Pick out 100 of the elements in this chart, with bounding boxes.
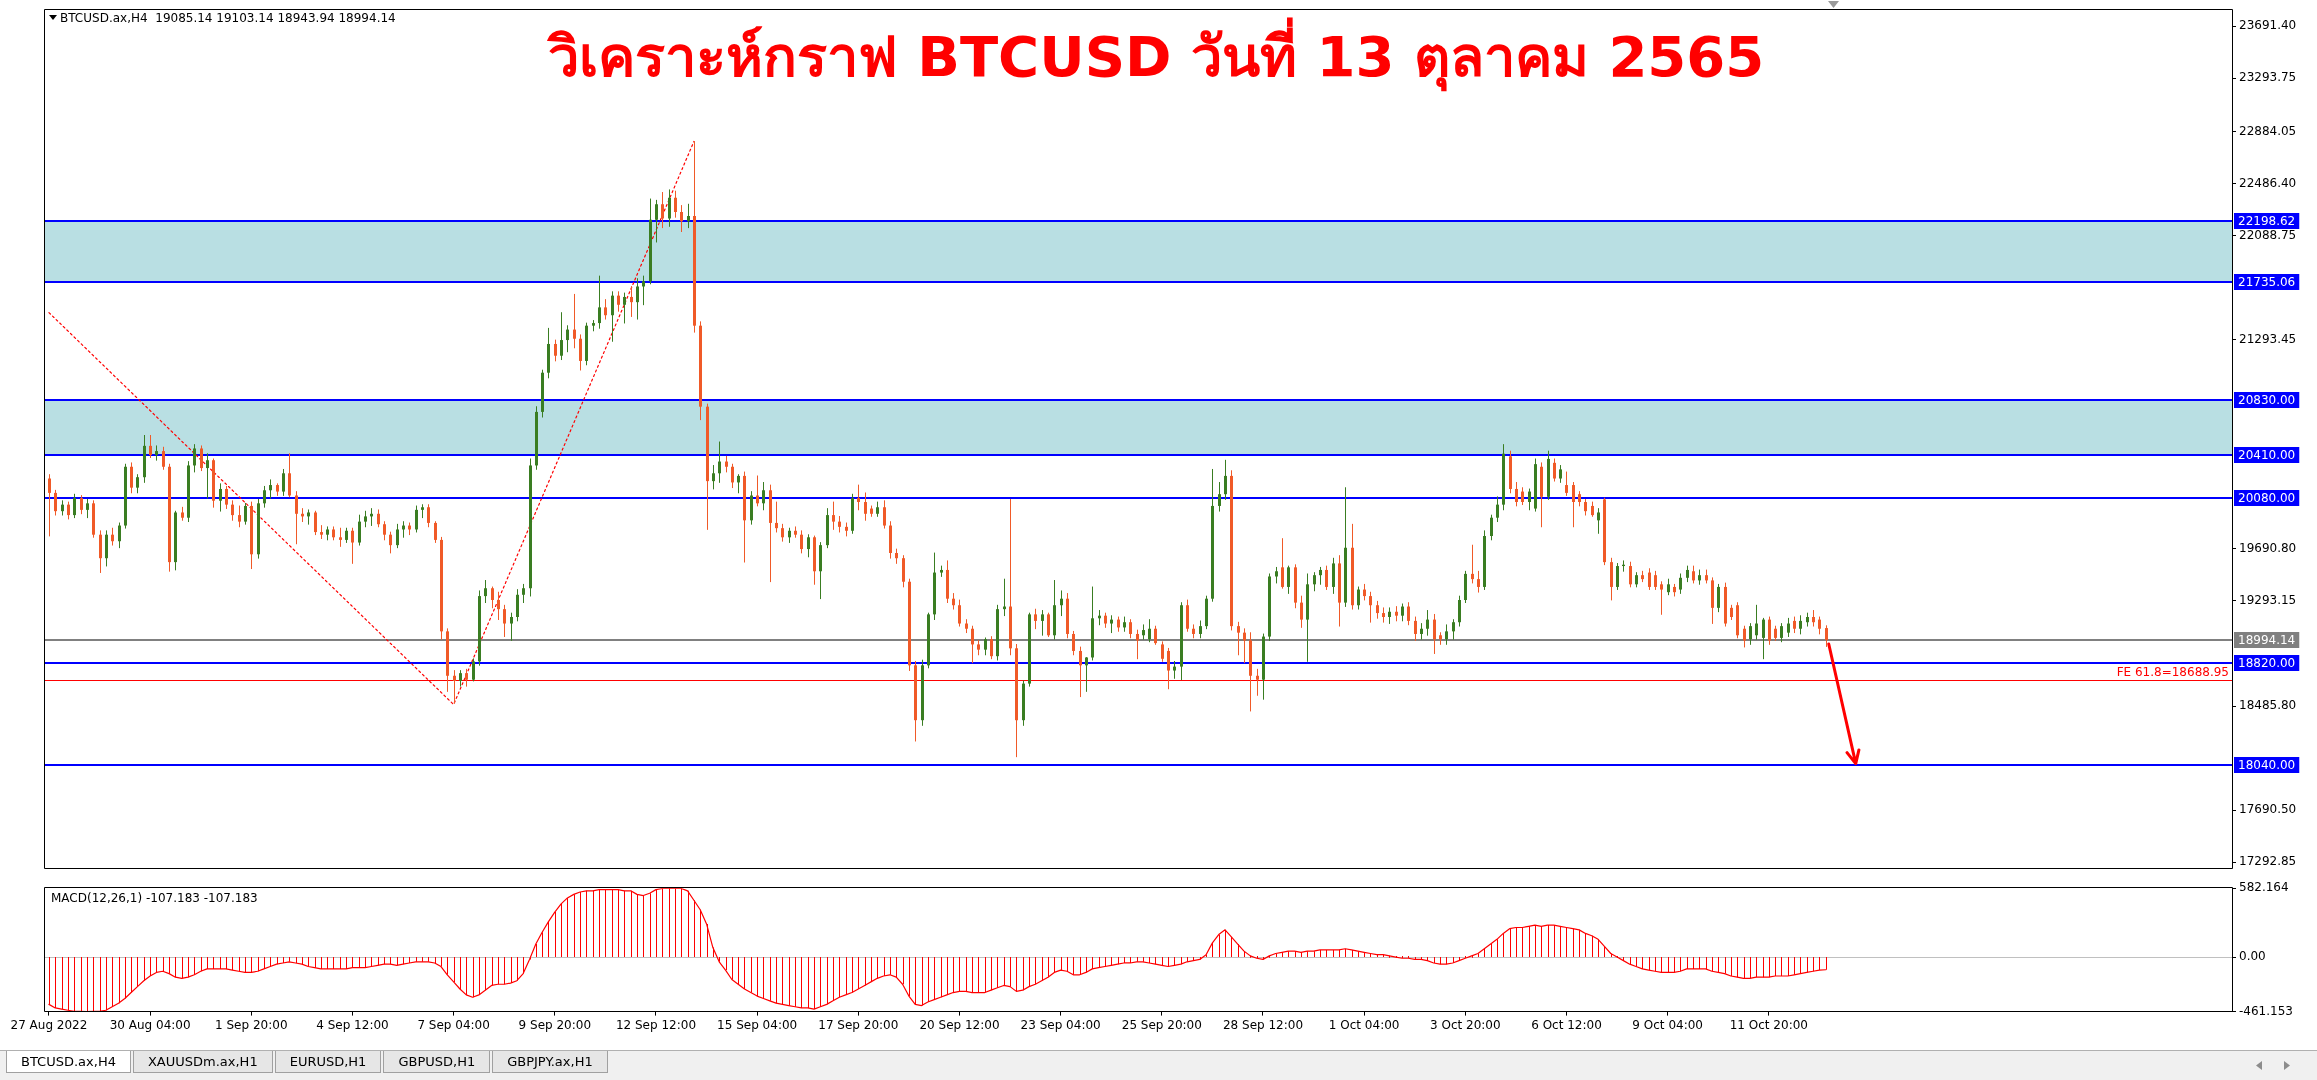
y-tick-label: 22486.40: [2239, 175, 2297, 190]
candlestick: [1313, 572, 1316, 592]
x-tick-label: 7 Sep 04:00: [417, 1017, 490, 1032]
candlestick: [642, 275, 645, 306]
candlestick: [1528, 488, 1531, 511]
candlestick: [149, 434, 152, 459]
annotation: FE 61.8=18688.95: [2116, 664, 2229, 679]
candlestick: [1515, 481, 1518, 507]
candlestick: [1357, 586, 1360, 610]
candlestick: [1458, 595, 1461, 627]
candlestick: [617, 291, 620, 312]
candlestick: [472, 658, 475, 682]
y-tick-label: 23691.40: [2239, 18, 2297, 33]
candlestick: [592, 319, 595, 332]
x-tick-label: 28 Sep 12:00: [1222, 1017, 1304, 1032]
candlestick: [560, 312, 563, 361]
x-tick-label: 27 Aug 2022: [10, 1017, 88, 1032]
candlestick: [611, 291, 614, 342]
candlestick: [314, 510, 317, 536]
candlestick: [674, 190, 677, 218]
candlestick: [269, 479, 272, 499]
x-tick-label: 25 Sep 20:00: [1121, 1017, 1202, 1032]
candlestick: [484, 579, 487, 604]
y-tick-label: 17690.50: [2239, 802, 2297, 817]
candlestick: [604, 299, 607, 320]
x-tick-label: 1 Oct 04:00: [1328, 1017, 1400, 1032]
candlestick: [86, 498, 89, 519]
candlestick: [503, 604, 506, 638]
candlestick: [1034, 608, 1037, 630]
x-tick-label: 20 Sep 12:00: [919, 1017, 1000, 1032]
candlestick: [1300, 595, 1303, 628]
y-tick-label: 19293.15: [2239, 593, 2297, 608]
text: XAUUSDm.ax,H1: [132, 1051, 273, 1073]
candlestick: [1167, 647, 1170, 690]
candlestick: [1079, 646, 1082, 698]
candlestick: [1332, 557, 1335, 594]
candlestick: [883, 500, 886, 529]
candlestick: [1629, 561, 1632, 588]
candlestick: [48, 474, 51, 537]
candlestick: [219, 483, 222, 512]
candlestick: [1654, 570, 1657, 591]
candlestick: [1755, 604, 1758, 640]
candlestick: [737, 474, 740, 494]
x-tick-label: 1 Sep 20:00: [215, 1017, 288, 1032]
candlestick: [857, 484, 860, 511]
candlestick: [655, 199, 658, 243]
x-tick-label: 30 Aug 04:00: [109, 1017, 191, 1032]
candlestick: [1749, 623, 1752, 645]
candlestick: [1553, 458, 1556, 482]
candlestick: [971, 625, 974, 664]
ref-line-label: 18040.00: [2238, 758, 2296, 773]
candlestick: [1572, 481, 1575, 528]
candlestick: [389, 531, 392, 554]
candlestick: [1154, 625, 1157, 645]
candlestick: [105, 530, 108, 567]
y-tick-label: 21293.45: [2239, 331, 2297, 346]
candlestick: [1256, 668, 1259, 696]
y-tick-label: 22088.75: [2239, 227, 2297, 242]
candlestick: [579, 334, 582, 371]
candlestick: [731, 463, 734, 489]
candlestick: [832, 501, 835, 530]
candlestick: [680, 205, 683, 233]
candlestick: [1648, 568, 1651, 591]
candlestick: [497, 591, 500, 621]
text: BTCUSD.ax,H4: [6, 1051, 131, 1073]
ref-line-label: 22198.62: [2238, 214, 2296, 229]
candlestick: [1471, 544, 1474, 584]
candlestick: [1445, 624, 1448, 645]
candlestick: [687, 203, 690, 229]
x-tick-label: 6 Oct 12:00: [1531, 1017, 1602, 1032]
text: GBPJPY.ax,H1: [492, 1051, 608, 1073]
candlestick: [244, 502, 247, 525]
candlestick: [206, 453, 209, 499]
candlestick: [118, 522, 121, 549]
x-tick-label: 9 Oct 04:00: [1632, 1017, 1703, 1032]
candlestick: [225, 485, 228, 510]
candlestick: [358, 514, 361, 546]
ref-line-label: 18994.14: [2238, 633, 2296, 648]
y-tick-label: -461.153: [2239, 1003, 2293, 1018]
candlestick: [958, 599, 961, 627]
ref-line-label: 21735.06: [2238, 275, 2296, 290]
y-tick-label: 18485.80: [2239, 698, 2297, 713]
x-tick-label: 11 Oct 20:00: [1729, 1017, 1808, 1032]
candlestick: [73, 493, 76, 519]
candlestick: [1414, 616, 1417, 641]
candlestick: [598, 275, 601, 329]
candlestick: [668, 189, 671, 227]
candlestick: [623, 292, 626, 324]
candlestick: [554, 339, 557, 362]
candlestick: [718, 441, 721, 483]
candlestick: [864, 492, 867, 521]
candlestick: [396, 523, 399, 549]
candlestick: [1616, 562, 1619, 591]
candlestick: [453, 670, 456, 704]
candlestick: [1426, 609, 1429, 636]
y-tick-label: 19690.80: [2239, 541, 2297, 556]
x-tick-label: 17 Sep 20:00: [818, 1017, 899, 1032]
candlestick: [415, 505, 418, 533]
y-tick-label: 22884.05: [2239, 123, 2297, 138]
candlestick: [231, 500, 234, 521]
